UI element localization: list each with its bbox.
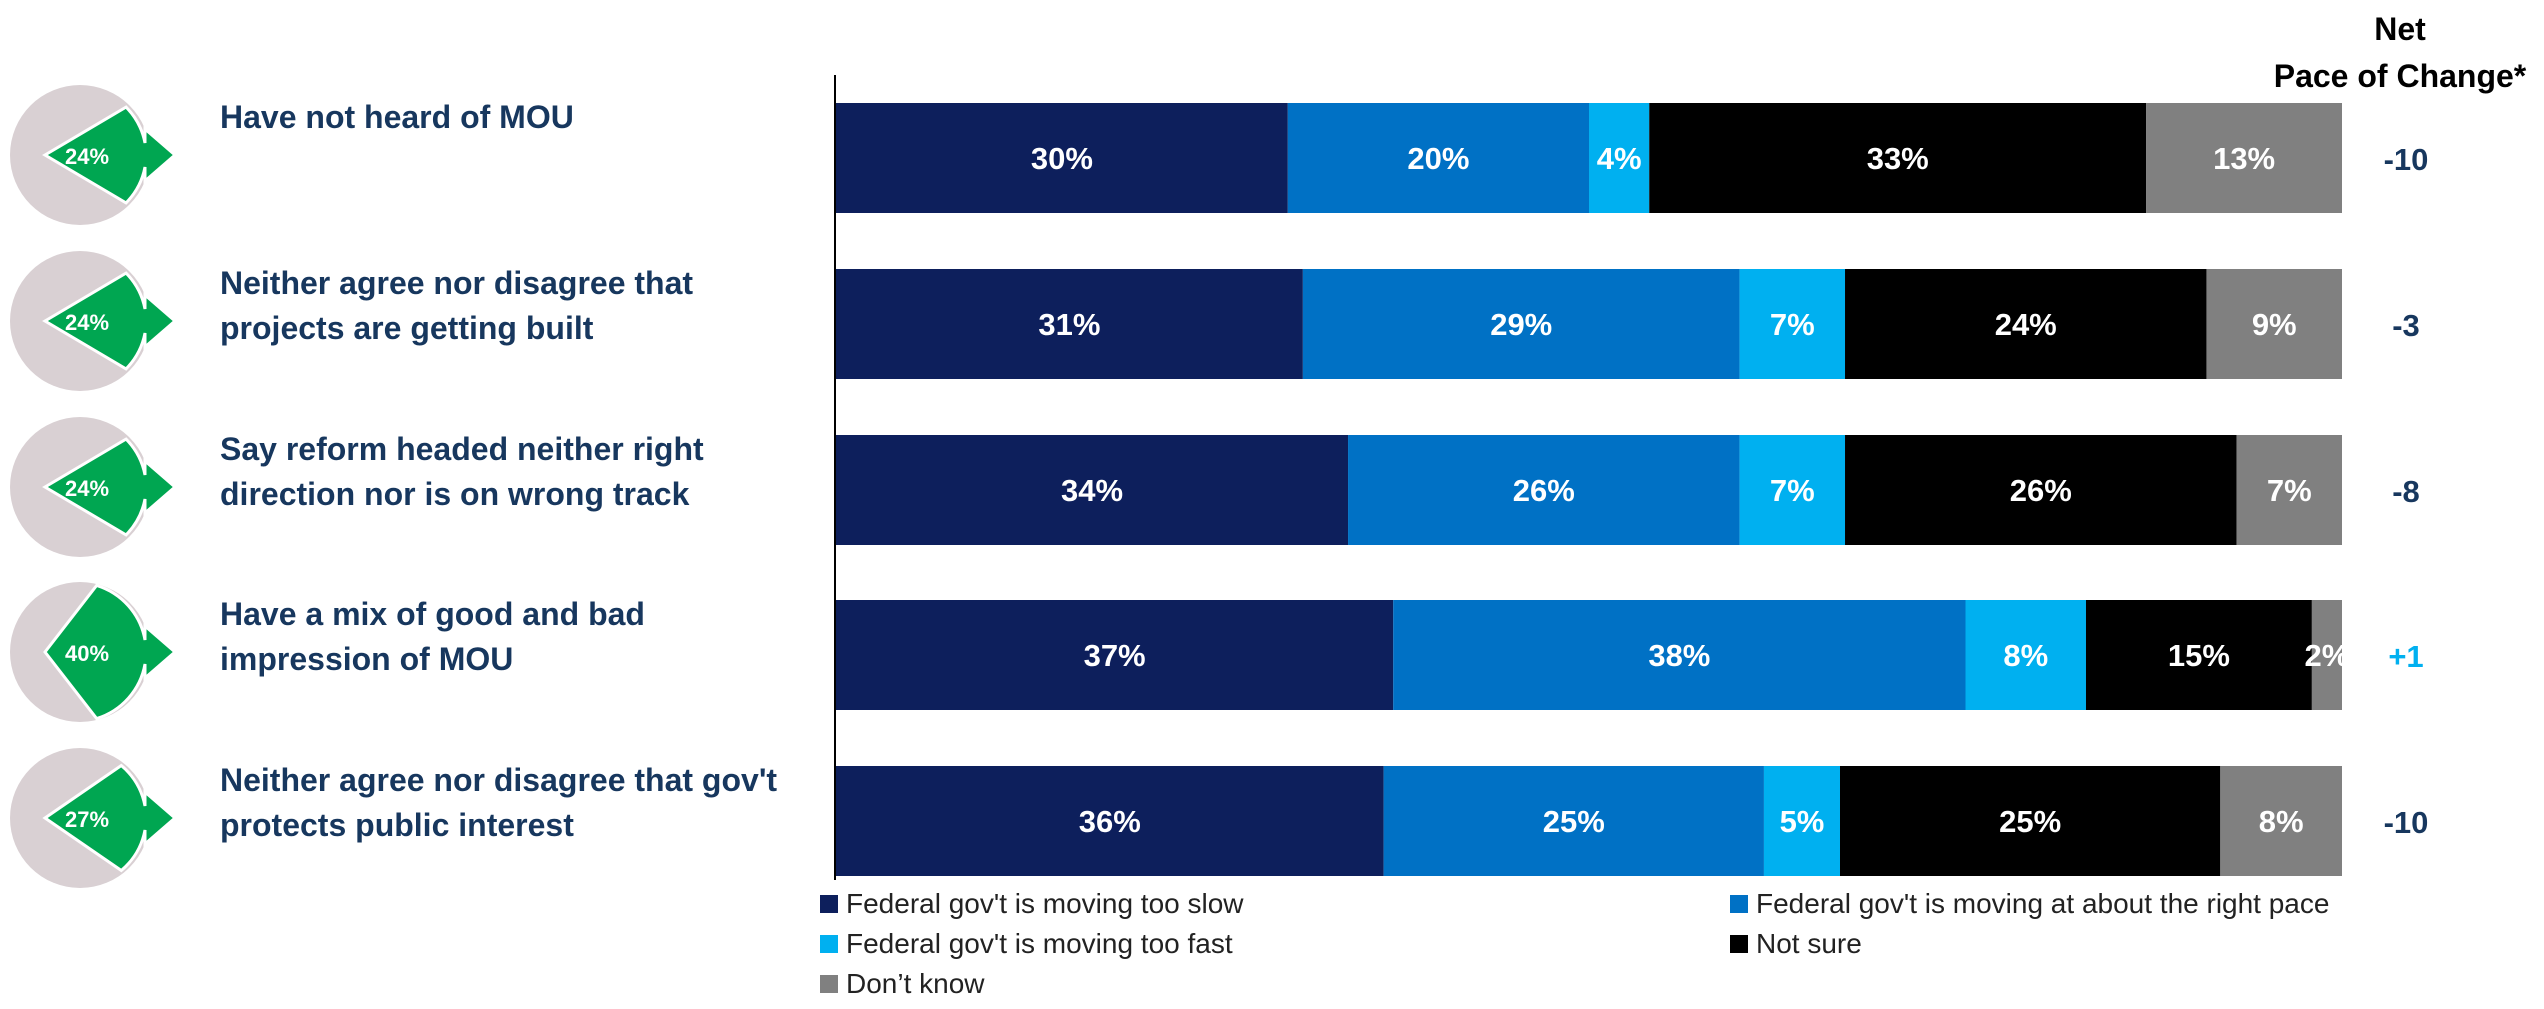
- row-label-line: Neither agree nor disagree that gov't: [220, 762, 778, 798]
- bar-segment: [836, 103, 1288, 213]
- row-label-line: Have a mix of good and bad: [220, 596, 645, 632]
- row-label-line: Neither agree nor disagree that: [220, 265, 694, 301]
- pie-slice: [43, 583, 178, 721]
- pie-slice: [42, 271, 178, 371]
- bar-segment: [1763, 766, 1840, 876]
- pie-percent-label: 24%: [65, 476, 109, 501]
- bar-segment: [836, 766, 1384, 876]
- bar-data-label: 20%: [1407, 141, 1469, 176]
- bar-data-label: 36%: [1079, 804, 1141, 839]
- bar-data-label: 8%: [2003, 638, 2048, 673]
- bar-data-label: 7%: [1770, 307, 1815, 342]
- row-label-line: direction nor is on wrong track: [220, 476, 690, 512]
- bar-data-label: 38%: [1648, 638, 1710, 673]
- legend-swatch: [1730, 935, 1748, 953]
- row-label-line: Have not heard of MOU: [220, 99, 574, 135]
- row-label-line: impression of MOU: [220, 641, 514, 677]
- net-pace-value: -3: [2392, 308, 2420, 343]
- legend-item: Federal gov't is moving too fast: [820, 928, 1233, 960]
- row-label: Have a mix of good and bad impression of …: [220, 592, 820, 682]
- bar-data-label: 8%: [2259, 804, 2304, 839]
- bar-data-label: 26%: [1513, 473, 1575, 508]
- pie-percent-label: 27%: [65, 807, 109, 832]
- bar-segment: [1383, 766, 1764, 876]
- net-pace-value: -10: [2384, 142, 2429, 177]
- bar-segment: [836, 269, 1303, 379]
- net-header-line2: Pace of Change*: [2273, 58, 2527, 94]
- legend-swatch: [820, 895, 838, 913]
- legend-label: Don’t know: [846, 968, 985, 999]
- row-label: Have not heard of MOU: [220, 95, 820, 140]
- row-label-line: projects are getting built: [220, 310, 594, 346]
- bar-segment: [1739, 269, 1846, 379]
- net-pace-value: -8: [2392, 474, 2420, 509]
- bar-data-label: 13%: [2213, 141, 2275, 176]
- bar-data-label: 7%: [1770, 473, 1815, 508]
- legend-swatch: [1730, 895, 1748, 913]
- row-label-line: protects public interest: [220, 807, 574, 843]
- pie-percent-label: 24%: [65, 144, 109, 169]
- bar-data-label: 2%: [2305, 638, 2350, 673]
- legend-label: Federal gov't is moving too slow: [846, 888, 1244, 919]
- bar-data-label: 15%: [2168, 638, 2230, 673]
- bar-data-label: 30%: [1031, 141, 1093, 176]
- row-label-line: Say reform headed neither right: [220, 431, 704, 467]
- bar-segment: [1287, 103, 1589, 213]
- bar-data-label: 7%: [2267, 473, 2312, 508]
- pie-slice: [42, 105, 178, 205]
- bar-data-label: 37%: [1084, 638, 1146, 673]
- bar-data-label: 5%: [1780, 804, 1825, 839]
- bar-segment: [836, 600, 1394, 710]
- bar-segment: [2311, 600, 2342, 710]
- bar-segment: [1393, 600, 1966, 710]
- legend-swatch: [820, 975, 838, 993]
- bar-segment: [1965, 600, 2086, 710]
- legend-label: Federal gov't is moving too fast: [846, 928, 1233, 959]
- bar-segment: [836, 435, 1349, 545]
- row-label: Neither agree nor disagree that gov't pro…: [220, 758, 820, 848]
- legend-label: Federal gov't is moving at about the rig…: [1756, 888, 2330, 919]
- bar-segment: [1589, 103, 1650, 213]
- bar-segment: [1845, 435, 2237, 545]
- net-header-line1: Net: [2374, 11, 2426, 47]
- bar-data-label: 33%: [1867, 141, 1929, 176]
- bar-data-label: 25%: [1543, 804, 1605, 839]
- legend-item: Don’t know: [820, 968, 985, 1000]
- bar-segment: [2085, 600, 2312, 710]
- pie-slice: [42, 437, 178, 537]
- pie-slice: [42, 763, 178, 873]
- legend-item: Not sure: [1730, 928, 1862, 960]
- legend-swatch: [820, 935, 838, 953]
- bar-data-label: 29%: [1490, 307, 1552, 342]
- bar-segment: [1845, 269, 2207, 379]
- bar-data-label: 25%: [1999, 804, 2061, 839]
- bar-segment: [2206, 269, 2342, 379]
- bar-data-label: 34%: [1061, 473, 1123, 508]
- net-pace-value: +1: [2388, 639, 2423, 674]
- legend-label: Not sure: [1756, 928, 1862, 959]
- bar-segment: [2236, 435, 2342, 545]
- pie-percent-label: 40%: [65, 641, 109, 666]
- row-label: Neither agree nor disagree that projects …: [220, 261, 820, 351]
- bar-segment: [1649, 103, 2147, 213]
- legend-item: Federal gov't is moving at about the rig…: [1730, 888, 2329, 920]
- row-label: Say reform headed neither right direction…: [220, 427, 820, 517]
- bar-segment: [1302, 269, 1740, 379]
- bar-segment: [1739, 435, 1846, 545]
- bar-data-label: 4%: [1597, 141, 1642, 176]
- bar-data-label: 26%: [2010, 473, 2072, 508]
- bar-data-label: 24%: [1995, 307, 2057, 342]
- bar-segment: [2220, 766, 2342, 876]
- net-pace-value: -10: [2384, 805, 2429, 840]
- bar-segment: [1348, 435, 1740, 545]
- pie-percent-label: 24%: [65, 310, 109, 335]
- bar-segment: [1840, 766, 2221, 876]
- legend-item: Federal gov't is moving too slow: [820, 888, 1244, 920]
- bar-data-label: 9%: [2252, 307, 2297, 342]
- bar-data-label: 31%: [1038, 307, 1100, 342]
- bar-segment: [2146, 103, 2342, 213]
